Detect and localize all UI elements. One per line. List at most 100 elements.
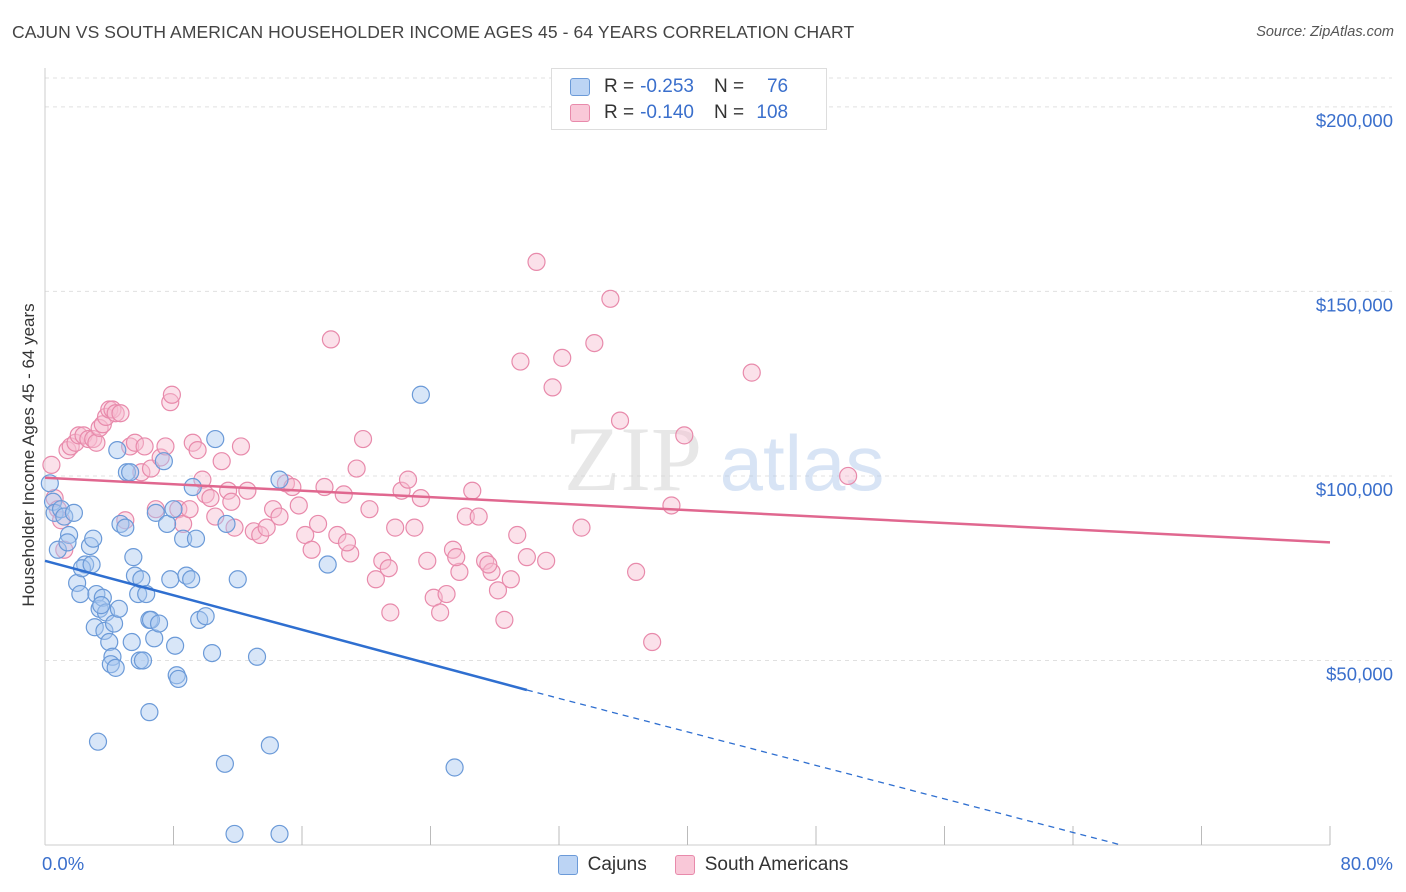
legend-n-value: 76 — [766, 76, 789, 97]
point-south-americans — [381, 603, 400, 622]
watermark-atlas: atlas — [720, 419, 885, 507]
y-tick-label: $150,000 — [1316, 294, 1393, 315]
point-south-americans — [251, 525, 270, 545]
point-south-americans — [626, 562, 646, 582]
point-south-americans — [456, 507, 475, 526]
trend-line-south-americans — [44, 476, 1331, 544]
point-south-americans — [334, 485, 353, 504]
point-cajuns — [145, 629, 164, 648]
legend-n-label: N = — [713, 102, 745, 123]
x-tick-label-min: 0.0% — [42, 853, 84, 874]
point-cajuns — [182, 570, 201, 589]
point-cajuns — [59, 525, 79, 545]
point-south-americans — [543, 378, 562, 397]
point-south-americans — [601, 289, 620, 308]
point-south-americans — [263, 500, 283, 519]
point-south-americans — [353, 429, 373, 449]
point-south-americans — [508, 525, 527, 545]
point-cajuns — [149, 614, 169, 633]
point-cajuns — [124, 548, 143, 567]
legend-swatch-south-americans — [570, 104, 590, 122]
point-south-americans — [675, 426, 694, 445]
trend-line-cajuns — [44, 559, 528, 692]
legend-item-cajuns[interactable]: Cajuns — [557, 854, 647, 876]
point-cajuns — [169, 669, 188, 689]
point-cajuns — [174, 529, 193, 548]
series-cajuns — [40, 385, 464, 844]
point-south-americans — [495, 610, 514, 629]
trend-line-cajuns-extension — [526, 689, 1122, 846]
legend-r-value: -0.253 — [640, 76, 694, 97]
point-south-americans — [405, 518, 424, 537]
legend-swatch-cajuns — [570, 78, 590, 96]
point-south-americans — [106, 404, 125, 423]
legend-r-value: -0.140 — [640, 102, 694, 123]
point-south-americans — [585, 333, 604, 353]
point-cajuns — [225, 824, 244, 844]
legend-label-south-americans: South Americans — [704, 854, 849, 875]
point-south-americans — [398, 470, 418, 489]
point-cajuns — [202, 643, 222, 663]
point-south-americans — [156, 437, 175, 456]
legend-swatch-south-americans — [674, 855, 695, 875]
point-south-americans — [511, 352, 530, 371]
point-cajuns — [183, 477, 202, 497]
legend-n-label: N = — [713, 76, 745, 97]
y-tick-label: $50,000 — [1326, 663, 1393, 684]
point-south-americans — [662, 496, 681, 515]
x-tick-label-max: 80.0% — [1341, 853, 1393, 874]
point-south-americans — [479, 555, 498, 574]
point-cajuns — [104, 614, 124, 633]
series-south-americans — [42, 252, 858, 652]
point-south-americans — [572, 518, 591, 537]
y-axis-label: Householder Income Ages 45 - 64 years — [19, 303, 38, 606]
point-south-americans — [366, 570, 385, 589]
point-south-americans — [742, 363, 761, 382]
point-cajuns — [100, 632, 119, 652]
point-cajuns — [121, 463, 140, 482]
legend-swatch-cajuns — [557, 855, 578, 875]
point-cajuns — [270, 470, 289, 489]
grid-lines — [45, 77, 1392, 661]
point-south-americans — [135, 437, 154, 456]
point-south-americans — [517, 548, 536, 567]
trend-lines — [44, 476, 1331, 846]
point-south-americans — [437, 584, 456, 604]
source-credit: Source: ZipAtlas.com — [1256, 24, 1394, 40]
point-south-americans — [162, 385, 181, 404]
point-south-americans — [125, 433, 145, 452]
legend-n-value: 108 — [756, 102, 789, 123]
point-south-americans — [193, 470, 212, 489]
point-south-americans — [501, 570, 520, 589]
point-south-americans — [111, 404, 130, 423]
point-south-americans — [386, 518, 405, 537]
point-south-americans — [488, 581, 508, 600]
point-cajuns — [85, 618, 104, 637]
point-south-americans — [643, 632, 662, 652]
point-south-americans — [360, 500, 379, 519]
legend-item-south-americans[interactable]: South Americans — [674, 854, 849, 876]
point-cajuns — [68, 573, 87, 593]
watermark-zip: ZIP — [564, 408, 702, 510]
point-cajuns — [146, 503, 165, 522]
point-south-americans — [610, 411, 630, 430]
point-south-americans — [341, 544, 360, 563]
point-cajuns — [260, 736, 279, 755]
point-south-americans — [328, 525, 347, 545]
point-south-americans — [347, 459, 366, 478]
point-cajuns — [106, 658, 125, 677]
point-south-americans — [212, 452, 231, 471]
point-south-americans — [206, 507, 225, 526]
point-cajuns — [166, 636, 185, 655]
point-cajuns — [48, 540, 67, 559]
point-cajuns — [186, 529, 206, 548]
point-south-americans — [839, 466, 858, 486]
point-south-americans — [231, 437, 251, 456]
series-legend: Cajuns South Americans — [0, 852, 1406, 878]
point-south-americans — [373, 551, 392, 570]
point-south-americans — [87, 433, 106, 452]
point-cajuns — [108, 441, 127, 460]
point-south-americans — [201, 488, 220, 508]
point-south-americans — [321, 330, 341, 349]
point-cajuns — [140, 703, 159, 722]
